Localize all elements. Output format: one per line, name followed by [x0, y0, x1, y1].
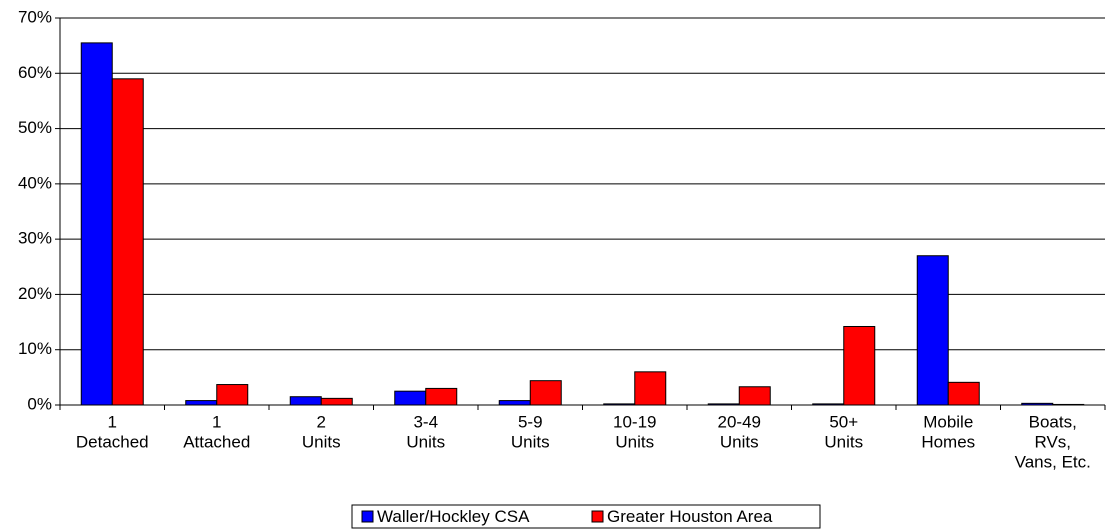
bar — [812, 403, 845, 406]
legend-swatch — [361, 510, 374, 523]
bar — [320, 397, 353, 406]
bar — [947, 381, 980, 406]
bar — [707, 403, 740, 406]
x-tick-label: 2 — [317, 412, 326, 431]
x-tick-label: 3-4 — [413, 412, 438, 431]
x-tick-label: Units — [824, 432, 863, 451]
legend-label: Greater Houston Area — [607, 507, 773, 526]
x-tick-label: 5-9 — [518, 412, 543, 431]
y-tick-label: 20% — [18, 284, 52, 303]
bar — [80, 42, 113, 406]
y-tick-label: 10% — [18, 339, 52, 358]
bar — [394, 390, 427, 406]
x-tick-label: Detached — [76, 432, 149, 451]
bar — [529, 380, 562, 406]
bar — [738, 386, 771, 406]
bar — [634, 371, 667, 406]
y-tick-label: 30% — [18, 229, 52, 248]
legend-label: Waller/Hockley CSA — [377, 507, 530, 526]
x-tick-label: Homes — [921, 432, 975, 451]
bar — [916, 255, 949, 406]
y-tick-label: 60% — [18, 63, 52, 82]
bar — [1021, 402, 1054, 406]
x-tick-label: 10-19 — [613, 412, 656, 431]
x-tick-label: Units — [615, 432, 654, 451]
bar — [843, 325, 876, 406]
x-tick-label: Vans, Etc. — [1015, 452, 1091, 471]
bar — [289, 396, 322, 406]
x-tick-label: Units — [406, 432, 445, 451]
x-tick-label: 1 — [212, 412, 221, 431]
x-tick-label: Mobile — [923, 412, 973, 431]
bar — [216, 384, 249, 406]
x-tick-label: Units — [720, 432, 759, 451]
bar — [185, 400, 218, 406]
bar — [603, 403, 636, 406]
legend-swatch — [591, 510, 604, 523]
x-tick-label: Attached — [183, 432, 250, 451]
bar — [425, 387, 458, 406]
y-tick-label: 0% — [27, 394, 52, 413]
y-tick-label: 70% — [18, 7, 52, 26]
x-tick-label: 20-49 — [718, 412, 761, 431]
x-tick-label: RVs, — [1034, 432, 1071, 451]
x-tick-label: Units — [511, 432, 550, 451]
bar — [111, 78, 144, 406]
x-tick-label: Units — [302, 432, 341, 451]
x-tick-label: Boats, — [1029, 412, 1077, 431]
x-tick-label: 1 — [108, 412, 117, 431]
bar — [498, 400, 531, 406]
legend-box — [351, 504, 821, 529]
bar — [1052, 403, 1085, 406]
y-tick-label: 50% — [18, 118, 52, 137]
x-tick-label: 50+ — [829, 412, 858, 431]
y-tick-label: 40% — [18, 173, 52, 192]
